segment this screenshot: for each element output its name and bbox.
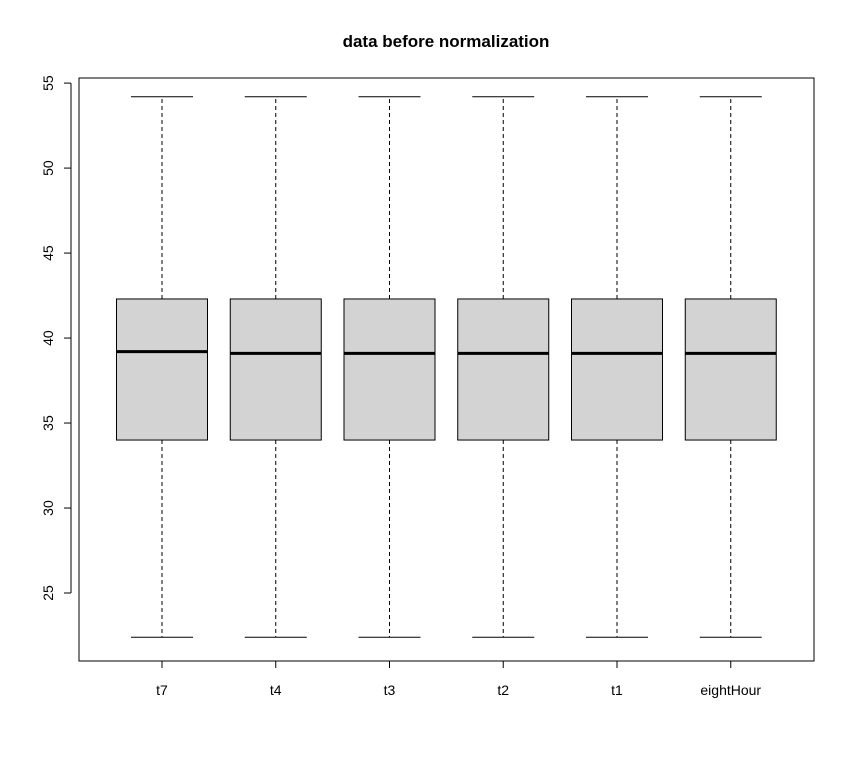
iqr-box bbox=[457, 298, 550, 441]
y-tick-label-0: 25 bbox=[40, 585, 56, 601]
iqr-box bbox=[229, 298, 322, 441]
x-tick-label-eightHour: eightHour bbox=[700, 682, 761, 698]
boxes-group bbox=[116, 96, 777, 638]
iqr-box bbox=[684, 298, 777, 441]
iqr-box bbox=[571, 298, 663, 441]
box-t3 bbox=[343, 96, 436, 638]
y-tick-label-4: 45 bbox=[40, 245, 56, 261]
chart-title: data before normalization bbox=[343, 32, 550, 51]
x-axis: t7 t4 t3 t2 t1 eightHour bbox=[156, 660, 761, 698]
box-t1 bbox=[571, 96, 663, 638]
y-tick-label-1: 30 bbox=[40, 500, 56, 516]
iqr-box bbox=[116, 298, 208, 441]
box-t2 bbox=[457, 96, 550, 638]
x-tick-label-t2: t2 bbox=[497, 682, 509, 698]
y-axis: 25 30 35 40 45 50 55 bbox=[40, 75, 72, 601]
y-tick-label-5: 50 bbox=[40, 160, 56, 176]
y-tick-label-2: 35 bbox=[40, 415, 56, 431]
y-tick-label-6: 55 bbox=[40, 75, 56, 91]
x-tick-label-t4: t4 bbox=[270, 682, 282, 698]
box-t7 bbox=[116, 96, 208, 638]
y-tick-label-3: 40 bbox=[40, 330, 56, 346]
x-tick-label-t7: t7 bbox=[156, 682, 168, 698]
iqr-box bbox=[343, 298, 436, 441]
box-eightHour bbox=[684, 96, 777, 638]
box-t4 bbox=[229, 96, 322, 638]
x-tick-label-t1: t1 bbox=[611, 682, 623, 698]
x-tick-label-t3: t3 bbox=[384, 682, 396, 698]
